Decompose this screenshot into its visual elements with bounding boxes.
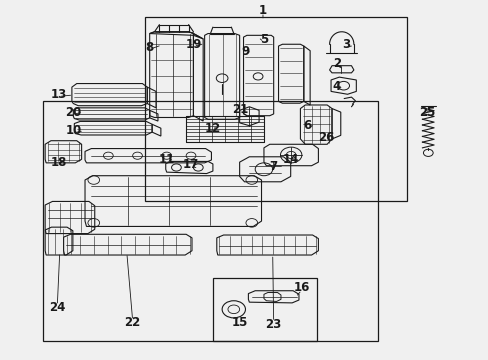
Text: 17: 17 xyxy=(183,158,199,171)
Text: 11: 11 xyxy=(158,153,175,166)
Text: 25: 25 xyxy=(418,105,435,119)
Text: 4: 4 xyxy=(332,80,340,93)
Bar xyxy=(42,102,377,341)
Text: 14: 14 xyxy=(282,153,298,166)
Text: 21: 21 xyxy=(232,103,248,116)
Bar xyxy=(186,116,264,143)
Text: 22: 22 xyxy=(124,316,141,329)
Text: 18: 18 xyxy=(50,156,67,169)
Text: 15: 15 xyxy=(231,316,247,329)
Text: 5: 5 xyxy=(259,33,267,46)
Text: 9: 9 xyxy=(241,45,249,58)
Text: 19: 19 xyxy=(185,38,201,51)
Text: 23: 23 xyxy=(265,318,281,331)
Text: 1: 1 xyxy=(258,4,266,17)
Text: 7: 7 xyxy=(269,160,277,173)
Text: 26: 26 xyxy=(317,131,334,144)
Text: 16: 16 xyxy=(293,282,309,294)
Bar xyxy=(144,18,407,202)
Text: 20: 20 xyxy=(65,105,81,119)
Text: 3: 3 xyxy=(342,39,350,51)
Text: 13: 13 xyxy=(51,88,67,101)
Text: 6: 6 xyxy=(303,119,311,132)
Text: 2: 2 xyxy=(332,57,340,70)
Text: 24: 24 xyxy=(49,301,65,314)
Bar xyxy=(212,278,317,341)
Text: 12: 12 xyxy=(204,122,221,135)
Text: 10: 10 xyxy=(65,124,81,137)
Text: 8: 8 xyxy=(145,41,154,54)
